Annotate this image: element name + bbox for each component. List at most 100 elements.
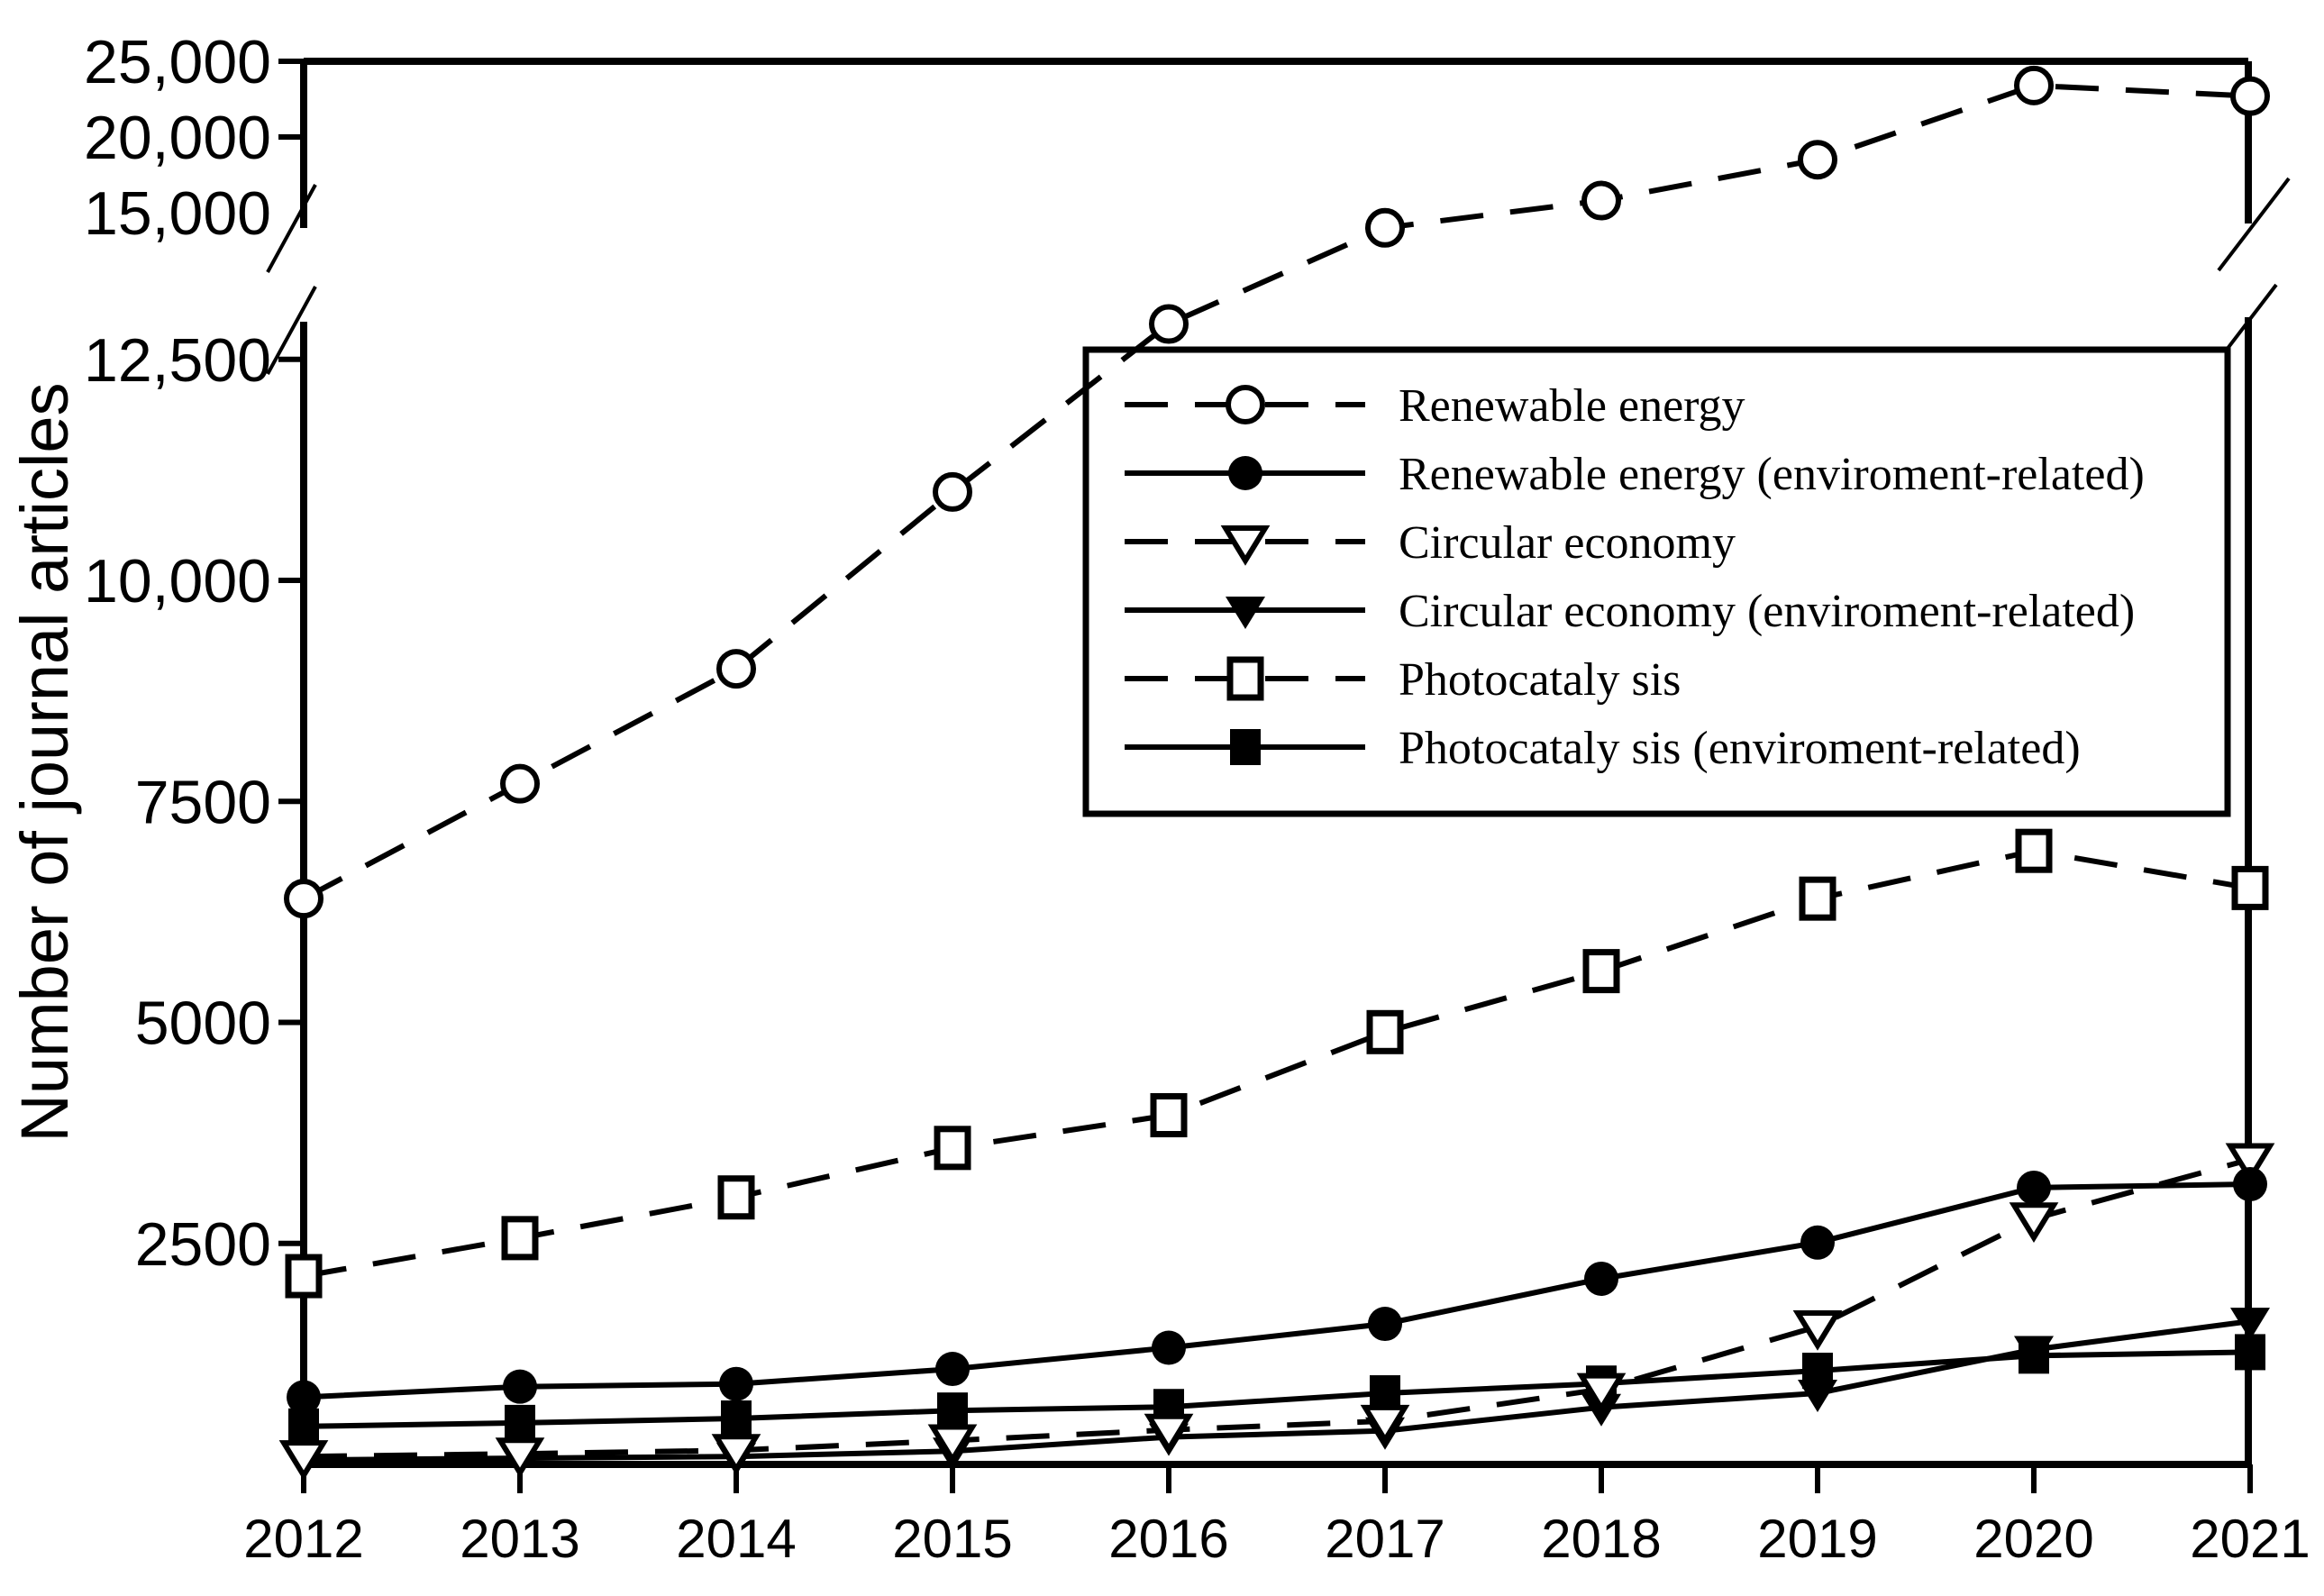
data-point-marker xyxy=(2014,65,2054,105)
legend-box xyxy=(1082,346,2231,817)
data-point-marker xyxy=(934,1126,971,1171)
markers-renewable-energy xyxy=(284,65,2270,919)
data-point-marker xyxy=(937,1392,968,1429)
x-tick-label: 2019 xyxy=(1757,1509,1877,1569)
y-tick-label: 5000 xyxy=(135,990,271,1058)
markers-renewable-energy-enviroment-related xyxy=(287,1167,2267,1415)
data-point-marker xyxy=(717,1175,755,1220)
data-point-marker xyxy=(1582,949,1620,994)
data-point-marker xyxy=(1368,1307,1402,1342)
data-point-marker xyxy=(1798,1380,1837,1413)
x-tick-label: 2013 xyxy=(460,1509,579,1569)
tick-labels: 25,000 20,000 15,000 12,500 10,000 7500 5000 25… xyxy=(84,28,2310,1569)
data-point-marker xyxy=(287,1380,321,1415)
x-tick-label: 2020 xyxy=(1973,1509,2093,1569)
data-point-marker xyxy=(500,763,540,804)
series-line-renewable-energy-enviroment-related xyxy=(303,1181,2251,1400)
legend-marker-sample xyxy=(1226,385,1265,424)
legend-row-photocataly-sis-enviroment-related: Photocataly sis (enviroment-related) xyxy=(1125,723,2081,774)
legend-label: Photocataly sis xyxy=(1399,654,1681,706)
data-point-marker xyxy=(2014,1336,2054,1369)
legend-label: Circular economy xyxy=(1399,517,1736,569)
legend-label: Photocataly sis (enviroment-related) xyxy=(1399,723,2081,774)
x-tick-label: 2015 xyxy=(892,1509,1012,1569)
data-point-marker xyxy=(1576,1373,1627,1414)
data-point-marker xyxy=(278,1440,329,1481)
series-photocataly-sis xyxy=(303,848,2251,1279)
series-line-circular-economy xyxy=(303,1156,2251,1460)
data-point-marker xyxy=(2017,1170,2051,1205)
series-photocataly-sis-enviroment-related xyxy=(303,1349,2251,1429)
legend-row-renewable-energy: Renewable energy xyxy=(1125,380,1745,432)
data-point-marker xyxy=(711,1434,761,1475)
data-point-marker xyxy=(1149,304,1189,344)
axis-break-slash xyxy=(266,184,317,273)
data-point-marker xyxy=(2009,1202,2059,1244)
data-point-marker xyxy=(2230,1308,2270,1341)
series-line-renewable-energy xyxy=(302,82,2251,901)
data-point-marker xyxy=(1800,1225,1835,1260)
data-point-marker xyxy=(1150,1093,1188,1138)
data-point-marker xyxy=(1798,140,1837,180)
data-point-marker xyxy=(501,1216,539,1261)
x-tick-label: 2018 xyxy=(1541,1509,1661,1569)
series-renewable-energy-enviroment-related xyxy=(303,1181,2251,1400)
data-point-marker xyxy=(1152,1330,1186,1365)
data-point-marker xyxy=(1792,1309,1843,1351)
markers-photocataly-sis xyxy=(285,828,2269,1299)
x-tick-label: 2012 xyxy=(243,1509,363,1569)
y-tick-label: 15,000 xyxy=(84,179,271,248)
data-point-marker xyxy=(503,1369,537,1404)
y-axis-title: Number of journal articles xyxy=(7,382,82,1142)
legend-label: Circular economy (enviroment-related) xyxy=(1399,586,2135,637)
markers-circular-economy xyxy=(278,1143,2275,1481)
axis-break-slash xyxy=(266,286,317,375)
series-line-photocataly-sis xyxy=(303,848,2251,1279)
data-point-marker xyxy=(1365,207,1405,248)
y-tick-label: 12,500 xyxy=(84,326,271,395)
series-line-photocataly-sis-enviroment-related xyxy=(303,1349,2251,1429)
y-tick-label: 2500 xyxy=(135,1210,271,1279)
legend-marker-sample xyxy=(1228,456,1262,490)
y-tick-label: 25,000 xyxy=(84,28,271,96)
data-point-marker xyxy=(1144,1413,1194,1455)
y-tick-label: 10,000 xyxy=(84,547,271,616)
legend-marker-sample xyxy=(1230,729,1261,765)
x-tick-label: 2021 xyxy=(2190,1509,2310,1569)
data-point-marker xyxy=(935,1352,970,1387)
data-point-marker xyxy=(1581,180,1621,221)
legend-marker-sample xyxy=(1226,656,1264,701)
legend-row-circular-economy-enviroment-related: Circular economy (enviroment-related) xyxy=(1125,586,2135,637)
legend-row-circular-economy: Circular economy xyxy=(1125,517,1736,569)
data-point-marker xyxy=(1360,1404,1410,1446)
data-point-marker xyxy=(1799,876,1836,921)
legend-marker-sample xyxy=(1226,597,1265,629)
data-point-marker xyxy=(719,1366,753,1401)
markers-photocataly-sis-enviroment-related xyxy=(288,1334,2265,1445)
series-line-circular-economy-enviroment-related xyxy=(303,1318,2251,1464)
data-point-marker xyxy=(933,471,972,512)
data-point-marker xyxy=(2230,76,2270,116)
data-point-marker xyxy=(927,1424,978,1465)
x-tick-label: 2014 xyxy=(676,1509,796,1569)
data-point-marker xyxy=(288,1408,319,1445)
data-point-marker xyxy=(284,879,324,919)
legend: Renewable energy Renewable energy (enviro… xyxy=(1082,346,2231,817)
data-point-marker xyxy=(1366,1009,1404,1054)
y-tick-label: 7500 xyxy=(135,768,271,836)
series-circular-economy-enviroment-related xyxy=(303,1318,2251,1464)
legend-label: Renewable energy xyxy=(1399,380,1745,432)
series-renewable-energy xyxy=(302,82,2251,901)
series-circular-economy xyxy=(303,1156,2251,1460)
data-point-marker xyxy=(505,1404,535,1441)
legend-row-photocataly-sis: Photocataly sis xyxy=(1125,654,1681,706)
data-point-marker xyxy=(495,1437,545,1478)
data-point-marker xyxy=(2235,1334,2265,1371)
x-tick-label: 2016 xyxy=(1108,1509,1228,1569)
data-point-marker xyxy=(1584,1261,1618,1296)
x-tick-label: 2017 xyxy=(1325,1509,1445,1569)
data-point-marker xyxy=(2233,1167,2267,1202)
data-point-marker xyxy=(285,1254,323,1299)
